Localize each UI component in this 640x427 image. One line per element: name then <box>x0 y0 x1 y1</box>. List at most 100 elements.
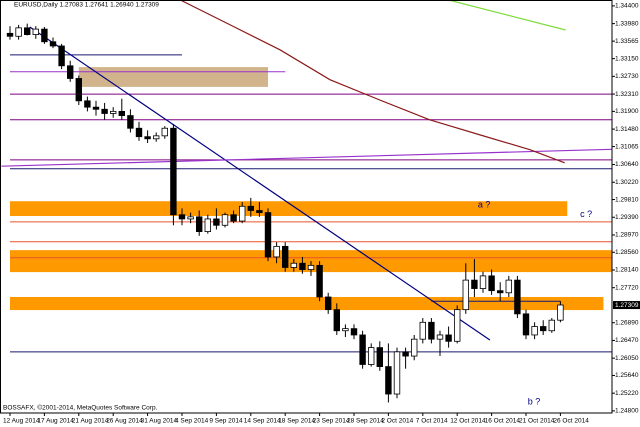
candle-body <box>488 275 495 292</box>
x-tick-label: 17 Aug 2014 <box>37 418 74 425</box>
candle-body <box>436 334 444 340</box>
candle-body <box>324 296 332 311</box>
candle-body <box>195 216 203 233</box>
candle-body <box>350 328 358 336</box>
candle-body <box>58 45 65 67</box>
y-tick-label: 1.32730 <box>615 73 639 80</box>
y-tick-label: 1.28140 <box>615 267 639 274</box>
zone <box>10 296 604 311</box>
y-tick-label: 1.30640 <box>615 161 639 168</box>
candle-body <box>161 127 168 137</box>
candle-body <box>213 218 220 226</box>
candle-body <box>299 262 306 270</box>
y-tick-label: 1.29810 <box>615 196 639 203</box>
candle-body <box>367 347 375 365</box>
candle-body <box>393 351 401 395</box>
candle-body <box>540 326 547 332</box>
y-tick-label: 1.33980 <box>615 20 639 27</box>
x-tick-label: 2 Oct 2014 <box>381 418 413 425</box>
candle-body <box>281 245 289 268</box>
candle-body <box>127 115 134 129</box>
x-tick-label: 31 Aug 2014 <box>141 418 178 425</box>
candle-body <box>522 313 530 336</box>
candle-body <box>110 110 117 114</box>
candle-body <box>514 279 521 315</box>
trend-line <box>448 0 566 31</box>
x-tick-label: 23 Sep 2014 <box>313 418 350 425</box>
candle-body <box>462 279 469 311</box>
candle-body <box>376 347 383 367</box>
candle-body <box>135 127 143 138</box>
chart-title: EURUSD,Daily 1.27083 1.27641 1.26940 1.2… <box>14 2 159 9</box>
candle-body <box>256 210 263 214</box>
candle-body <box>273 245 280 258</box>
y-tick-label: 1.25640 <box>615 372 639 379</box>
candle-body <box>49 41 57 47</box>
x-tick-label: 12 Aug 2014 <box>3 418 40 425</box>
y-tick-label: 1.31065 <box>615 143 639 150</box>
x-tick-label: 9 Sep 2014 <box>209 418 243 425</box>
y-tick-label: 1.26470 <box>615 337 639 344</box>
candle-body <box>333 309 340 332</box>
y-tick-label: 1.25220 <box>615 390 639 397</box>
candle-body <box>75 78 82 102</box>
x-tick-label: 26 Aug 2014 <box>106 418 143 425</box>
candle-body <box>316 264 323 298</box>
x-tick-label: 14 Sep 2014 <box>244 418 281 425</box>
candle-body <box>118 110 125 116</box>
candle-body <box>471 279 478 289</box>
x-tick-label: 16 Oct 2014 <box>485 418 521 425</box>
current-price-box <box>613 301 640 310</box>
zone <box>78 67 268 87</box>
y-tick-label: 1.30220 <box>615 179 639 186</box>
candle-body <box>531 326 538 336</box>
x-tick-label: 18 Sep 2014 <box>278 418 315 425</box>
candle-body <box>410 338 418 357</box>
x-tick-label: 4 Sep 2014 <box>175 418 209 425</box>
candle-body <box>187 216 194 220</box>
candle-body <box>32 28 39 35</box>
candle-body <box>84 100 91 108</box>
y-tick-label: 1.26050 <box>615 355 639 362</box>
candle-body <box>152 135 160 140</box>
candle-body <box>67 65 74 79</box>
candle-body <box>238 205 246 222</box>
candle-body <box>221 214 229 226</box>
x-tick-label: 12 Oct 2014 <box>450 418 486 425</box>
annotation: a ? <box>478 199 491 209</box>
x-tick-label: 28 Sep 2014 <box>347 418 384 425</box>
candle-body <box>230 214 237 222</box>
candle-body <box>419 321 426 340</box>
y-tick-label: 1.28560 <box>615 249 639 256</box>
y-tick-label: 1.33565 <box>615 38 639 45</box>
candle-body <box>505 279 512 294</box>
annotation: c ? <box>580 209 592 219</box>
current-price-label: 1.27309 <box>615 302 639 309</box>
axes: 1.34400 1.33980 1.33565 1.33150 1.32730 1.323… <box>3 3 640 425</box>
plot-area: a ? b ? c ? <box>1 0 612 406</box>
y-tick-label: 1.29390 <box>615 214 639 221</box>
candle-body <box>428 321 435 340</box>
candle-body <box>92 106 100 110</box>
candle-body <box>178 214 186 220</box>
candle-body <box>479 275 487 289</box>
x-tick-label: 7 Oct 2014 <box>416 418 448 425</box>
y-tick-label: 1.27720 <box>615 284 639 291</box>
y-tick-label: 1.31480 <box>615 126 639 133</box>
candle-body <box>402 351 409 357</box>
plot-border <box>0 0 613 414</box>
y-tick-label: 1.24800 <box>615 408 639 415</box>
trend-line <box>180 0 565 164</box>
candle-body <box>204 218 211 233</box>
candle-body <box>101 108 108 114</box>
y-tick-label: 1.26890 <box>615 319 639 326</box>
candle-body <box>342 328 349 332</box>
candle-body <box>290 262 297 268</box>
y-tick-label: 1.28970 <box>615 232 639 239</box>
candle-body <box>385 366 392 395</box>
x-tick-label: 21 Oct 2014 <box>519 418 555 425</box>
x-tick-label: 21 Aug 2014 <box>72 418 109 425</box>
footer: BOSSAFX, ©2001-2014, MetaQuotes Software… <box>3 404 158 412</box>
candle-body <box>453 309 461 342</box>
